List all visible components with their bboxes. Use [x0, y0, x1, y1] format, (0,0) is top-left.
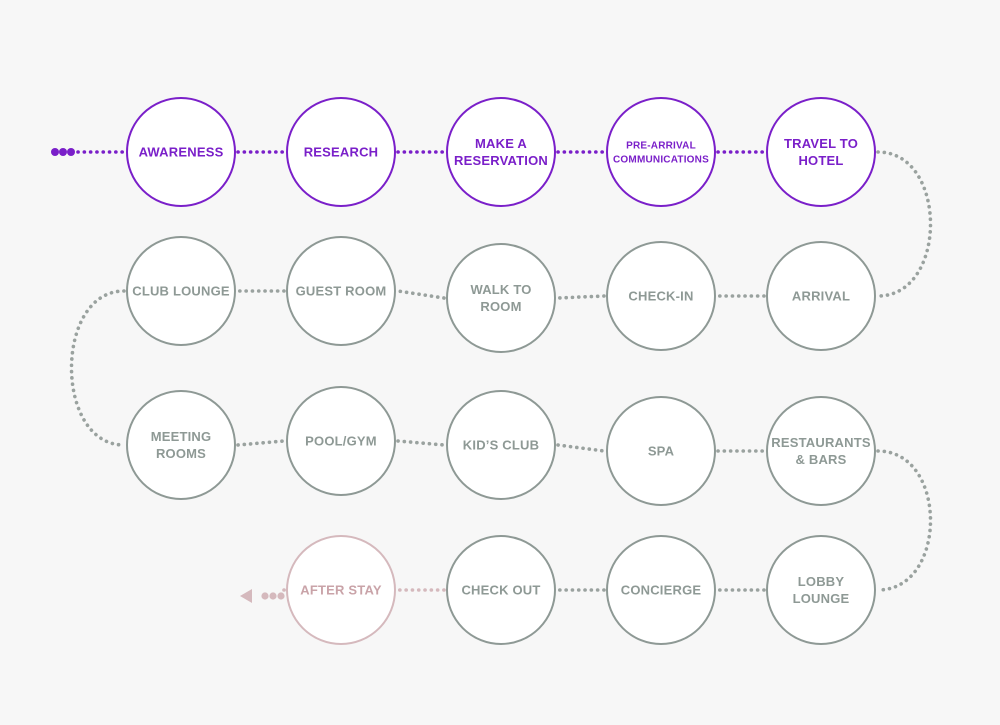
node-research: RESEARCH	[286, 97, 396, 207]
node-circle	[446, 97, 556, 207]
node-check-in: CHECK-IN	[606, 241, 716, 351]
node-meeting-rooms: MEETING ROOMS	[126, 390, 236, 500]
node-club-lounge: CLUB LOUNGE	[126, 236, 236, 346]
node-label: CHECK OUT	[461, 583, 540, 598]
node-lobby-lounge: LOBBY LOUNGE	[766, 535, 876, 645]
node-circle	[766, 97, 876, 207]
connector-walk-to-room-guest-room	[396, 289, 446, 300]
node-walk-to-room: WALK TO ROOM	[446, 243, 556, 353]
node-arrival: ARRIVAL	[766, 241, 876, 351]
node-label: MAKE A	[475, 136, 527, 151]
node-circle	[286, 535, 396, 645]
end-dot	[277, 592, 285, 600]
node-label: GUEST ROOM	[296, 284, 387, 299]
connector-meeting-rooms-pool-gym	[236, 439, 286, 447]
node-circle	[766, 241, 876, 351]
node-circle	[606, 241, 716, 351]
node-label: ROOMS	[156, 446, 206, 461]
connector-pool-gym-kids-club	[396, 439, 446, 447]
node-awareness: AWARENESS	[126, 97, 236, 207]
end-dot	[261, 592, 269, 600]
node-circle	[606, 396, 716, 506]
end-dot	[269, 592, 277, 600]
node-pool-gym: POOL/GYM	[286, 386, 396, 496]
node-circle	[286, 386, 396, 496]
node-label: RESTAURANTS	[771, 435, 871, 450]
node-label: CHECK-IN	[628, 289, 693, 304]
end-arrow-icon	[240, 589, 252, 603]
node-label: AFTER STAY	[300, 583, 382, 598]
node-label: LOBBY	[798, 574, 845, 589]
node-label: KID’S CLUB	[463, 438, 539, 453]
node-circle	[286, 236, 396, 346]
node-label: AWARENESS	[139, 145, 224, 160]
node-label: ARRIVAL	[792, 289, 850, 304]
node-label: POOL/GYM	[305, 434, 377, 449]
markers	[51, 148, 285, 603]
node-restaurants-bars: RESTAURANTS & BARS	[766, 396, 876, 506]
node-label: & BARS	[795, 452, 846, 467]
node-circle	[446, 390, 556, 500]
start-dot	[51, 148, 59, 156]
node-label: RESEARCH	[304, 145, 379, 160]
journey-nodes: AWARENESS RESEARCH MAKE A RESERVATION PRE-AR…	[126, 97, 876, 645]
node-label: PRE-ARRIVAL	[626, 141, 696, 152]
node-label: TRAVEL TO	[784, 136, 858, 151]
node-concierge: CONCIERGE	[606, 535, 716, 645]
node-circle	[446, 243, 556, 353]
connectors	[69, 150, 933, 592]
node-label: ROOM	[480, 299, 521, 314]
node-pre-arrival-communications: PRE-ARRIVAL COMMUNICATIONS	[606, 97, 716, 207]
node-circle	[606, 535, 716, 645]
node-circle	[286, 97, 396, 207]
start-dot	[67, 148, 75, 156]
node-circle	[126, 390, 236, 500]
node-circle	[126, 236, 236, 346]
node-circle	[766, 535, 876, 645]
node-make-a-reservation: MAKE A RESERVATION	[446, 97, 556, 207]
node-kids-club: KID’S CLUB	[446, 390, 556, 500]
node-circle	[446, 535, 556, 645]
start-dot	[59, 148, 67, 156]
node-travel-to-hotel: TRAVEL TO HOTEL	[766, 97, 876, 207]
node-label: CONCIERGE	[621, 583, 702, 598]
node-circle	[606, 97, 716, 207]
node-label: COMMUNICATIONS	[613, 155, 709, 166]
node-label: HOTEL	[798, 153, 843, 168]
node-label: CLUB LOUNGE	[132, 284, 230, 299]
node-check-out: CHECK OUT	[446, 535, 556, 645]
connector-check-in-walk-to-room	[556, 294, 606, 300]
node-spa: SPA	[606, 396, 716, 506]
node-label: RESERVATION	[454, 153, 548, 168]
node-label: MEETING	[151, 429, 212, 444]
node-circle	[766, 396, 876, 506]
connector-turn-right-2	[876, 449, 933, 592]
connector-turn-left-1	[69, 289, 126, 447]
connector-turn-right-1	[876, 150, 933, 298]
node-label: LOUNGE	[793, 591, 850, 606]
node-label: WALK TO	[470, 282, 531, 297]
connector-kids-club-spa	[556, 443, 606, 453]
node-label: SPA	[648, 444, 675, 459]
node-circle	[126, 97, 236, 207]
node-after-stay: AFTER STAY	[286, 535, 396, 645]
node-guest-room: GUEST ROOM	[286, 236, 396, 346]
